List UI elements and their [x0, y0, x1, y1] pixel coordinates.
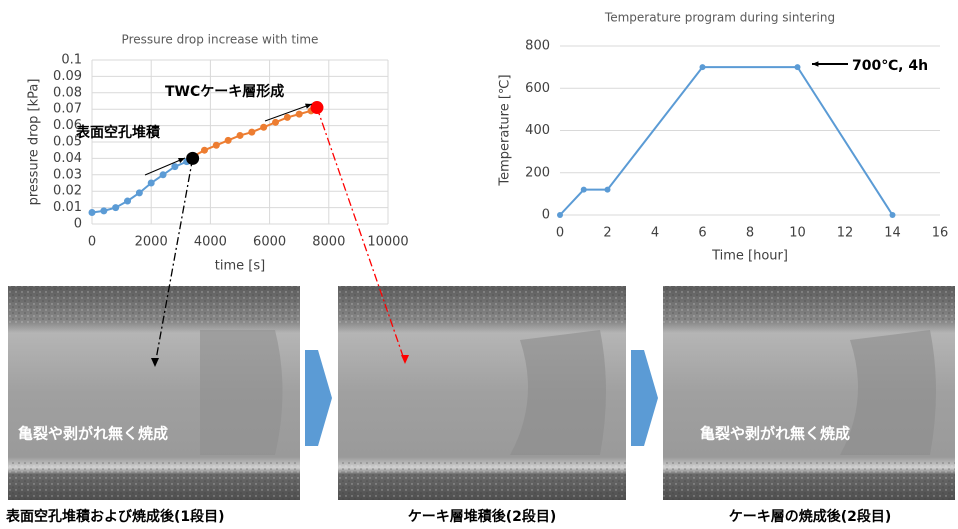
x-tick-label: 8000 — [312, 235, 345, 250]
process-arrow — [631, 350, 658, 446]
data-point — [100, 207, 107, 214]
y-tick-label: 0.01 — [53, 200, 82, 215]
sem-panel — [663, 286, 955, 500]
caption: ケーキ層堆積後(2段目) — [408, 508, 557, 525]
figure: 亀裂や剥がれ無く焼成 亀裂や剥がれ無く焼成 表面空孔堆積および焼成後(1段目) … — [0, 0, 958, 529]
y-tick-label: 0.07 — [53, 102, 82, 117]
data-point — [795, 64, 801, 70]
y-tick-label: 200 — [525, 165, 550, 180]
data-point — [237, 132, 244, 139]
caption: 表面空孔堆積および焼成後(1段目) — [5, 508, 225, 525]
data-point — [296, 111, 303, 118]
annotation: 表面空孔堆積 — [75, 124, 161, 141]
x-axis-label: time [s] — [215, 259, 265, 274]
x-tick-label: 16 — [932, 226, 949, 241]
data-point — [581, 187, 587, 193]
x-tick-label: 8 — [746, 226, 754, 241]
data-point — [248, 129, 255, 136]
data-point — [148, 180, 155, 187]
data-point — [89, 209, 96, 216]
data-point — [225, 137, 232, 144]
chart-title: Temperature program during sintering — [604, 11, 835, 25]
y-axis-label: pressure drop [kPa] — [27, 79, 42, 206]
sem-panel — [338, 286, 626, 500]
data-point — [260, 124, 267, 131]
x-tick-label: 6000 — [253, 235, 286, 250]
data-point — [284, 114, 291, 121]
y-tick-label: 0.09 — [53, 69, 82, 84]
y-tick-label: 0 — [542, 208, 550, 223]
x-tick-label: 14 — [884, 226, 901, 241]
y-tick-label: 0.08 — [53, 85, 82, 100]
x-axis-label: Time [hour] — [711, 249, 788, 264]
data-point — [700, 64, 706, 70]
x-tick-label: 4 — [651, 226, 659, 241]
x-tick-label: 6 — [698, 226, 706, 241]
process-arrow — [305, 350, 332, 446]
x-tick-label: 10000 — [367, 235, 408, 250]
data-point — [136, 189, 143, 196]
overlay-text: 亀裂や剥がれ無く焼成 — [700, 425, 850, 443]
y-tick-label: 0.02 — [53, 184, 82, 199]
y-tick-label: 600 — [525, 81, 550, 96]
annotation: 700℃, 4h — [852, 58, 928, 74]
data-point — [557, 212, 563, 218]
x-tick-label: 4000 — [194, 235, 227, 250]
data-point — [112, 204, 119, 211]
data-point — [201, 147, 208, 154]
sem-panel — [8, 286, 300, 500]
x-tick-label: 10 — [789, 226, 806, 241]
y-tick-label: 0.1 — [61, 53, 82, 68]
data-point — [605, 187, 611, 193]
chart-title: Pressure drop increase with time — [122, 33, 319, 47]
data-point — [272, 119, 279, 126]
y-tick-label: 400 — [525, 123, 550, 138]
y-tick-label: 0.03 — [53, 167, 82, 182]
x-tick-label: 2 — [603, 226, 611, 241]
y-tick-label: 800 — [525, 39, 550, 54]
data-point — [171, 163, 178, 170]
y-tick-label: 0 — [74, 217, 82, 232]
data-point — [124, 198, 131, 205]
data-point — [160, 171, 167, 178]
x-tick-label: 0 — [88, 235, 96, 250]
y-tick-label: 0.04 — [53, 151, 82, 166]
x-tick-label: 2000 — [135, 235, 168, 250]
x-tick-label: 0 — [556, 226, 564, 241]
arrow-head — [812, 61, 818, 66]
overlay-text: 亀裂や剥がれ無く焼成 — [18, 425, 168, 443]
data-point — [890, 212, 896, 218]
annotation: TWCケーキ層形成 — [165, 83, 284, 100]
series-line — [560, 67, 893, 215]
y-axis-label: Temperature [℃] — [498, 74, 513, 186]
x-tick-label: 12 — [837, 226, 854, 241]
caption: ケーキ層の焼成後(2段目) — [729, 508, 892, 525]
data-point — [213, 142, 220, 149]
